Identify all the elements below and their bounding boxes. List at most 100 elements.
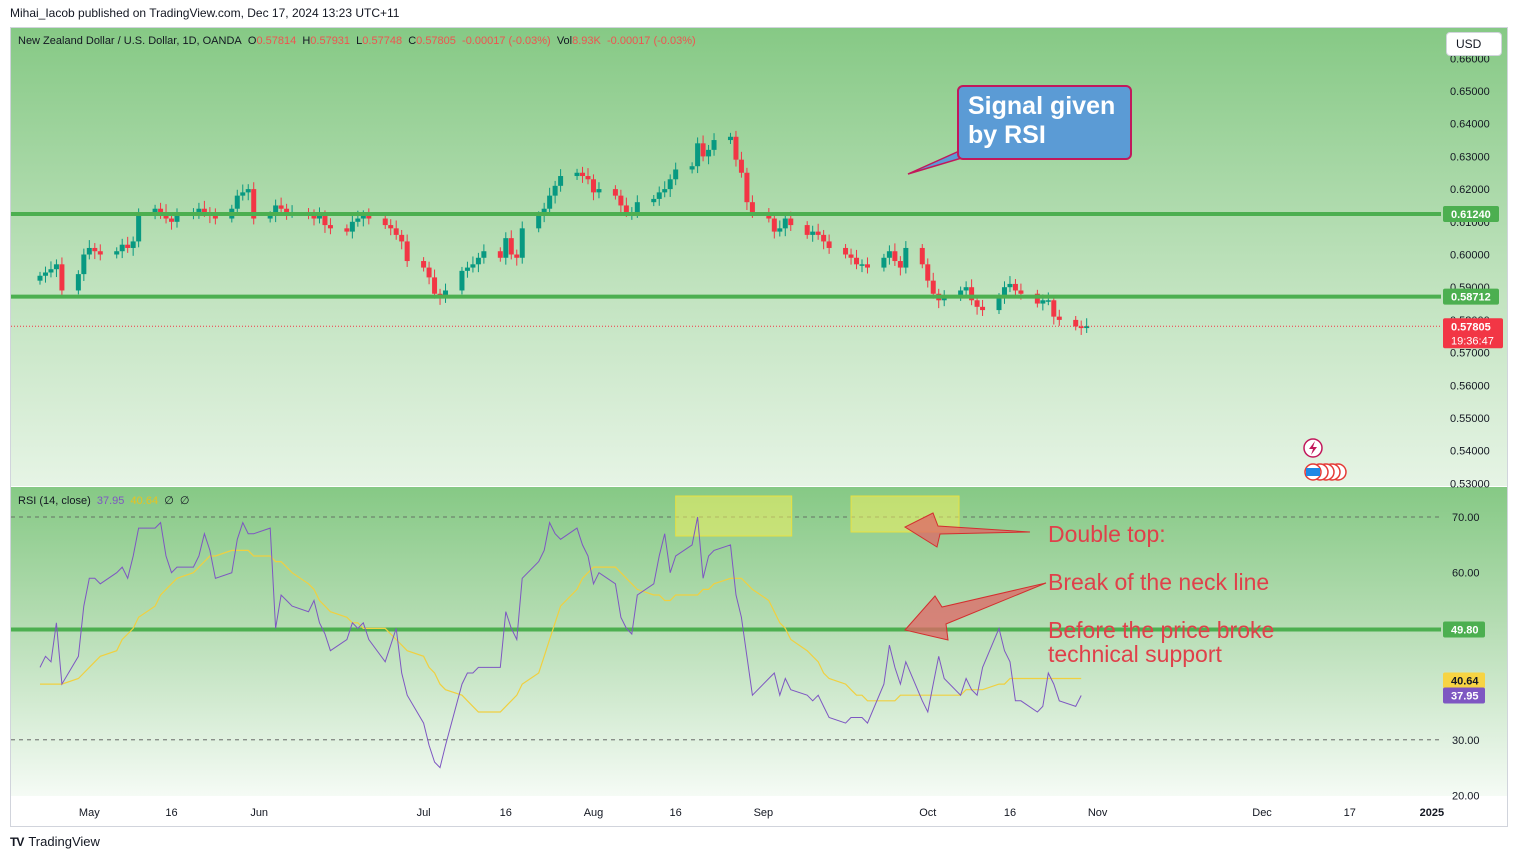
candle-body [1001, 287, 1007, 298]
candle-body [980, 306, 986, 311]
candle-body [158, 208, 164, 212]
rsi-tick-label: 70.00 [1452, 512, 1480, 524]
candle-body [744, 172, 750, 203]
rsi-ma-line [40, 549, 1082, 713]
candle-body [267, 215, 273, 219]
last-price-tag [1443, 318, 1503, 349]
candle-body [804, 225, 810, 235]
candle-body [777, 228, 783, 232]
time-tick-label: Dec [1252, 807, 1272, 819]
candle-body [75, 274, 81, 291]
candle-body [958, 290, 964, 298]
price-tick-label: 0.55000 [1450, 413, 1490, 425]
rsi-ma-value: 40.64 [130, 495, 159, 507]
candle-body [854, 257, 860, 265]
time-tick-label: 16 [500, 807, 512, 819]
price-tick-label: 0.54000 [1450, 446, 1490, 458]
price-tick-label: 0.65000 [1450, 86, 1490, 98]
candle-body [240, 192, 246, 196]
candle-body [892, 251, 898, 262]
price-axis-top-background [1441, 28, 1507, 486]
candle-body [459, 270, 465, 291]
last-price-label: 0.57805 [1451, 321, 1491, 333]
candle-body [919, 247, 925, 265]
candle-body [1078, 326, 1084, 329]
level-price-label: 0.58712 [1451, 292, 1491, 304]
rsi-extra-2: ∅ [179, 495, 190, 507]
currency-button[interactable]: USD [1446, 32, 1502, 56]
candle-body [1045, 300, 1051, 302]
candle-body [634, 202, 640, 212]
candle-body [859, 264, 865, 266]
open-value: 0.57814 [256, 35, 297, 47]
rsi-ma-tag-label: 40.64 [1451, 676, 1479, 688]
price-tick-label: 0.57000 [1450, 348, 1490, 360]
price-tick-label: 0.66000 [1450, 53, 1490, 65]
candle-body [119, 244, 125, 252]
time-tick-label: 17 [1344, 807, 1356, 819]
close-label: C [408, 35, 417, 47]
rsi-tick-label: 60.00 [1452, 568, 1480, 580]
candle-body [558, 176, 564, 186]
candle-body [1056, 316, 1062, 320]
candle-body [421, 261, 427, 268]
candle-body [284, 208, 290, 212]
time-tick-label: 16 [1004, 807, 1016, 819]
level-price-tag [1443, 288, 1499, 305]
symbol-name: New Zealand Dollar / U.S. Dollar, 1D, OA… [18, 35, 242, 47]
candle-body [273, 205, 279, 216]
candle-body [706, 149, 712, 157]
candle-body [886, 251, 892, 258]
time-tick-label: Sep [754, 807, 774, 819]
time-tick-label: Aug [584, 807, 604, 819]
candle-body [37, 275, 43, 281]
support-note-line-2: technical support [1048, 641, 1222, 667]
candle-body [1007, 283, 1013, 288]
price-tick-label: 0.63000 [1450, 151, 1490, 163]
candle-body [651, 198, 657, 203]
candle-body [547, 195, 553, 209]
candle-body [360, 215, 366, 219]
volume-label: Vol [556, 35, 573, 47]
time-tick-label: Jul [417, 807, 431, 819]
rsi-legend: RSI (14, close) 37.95 40.64 ∅ ∅ [18, 494, 190, 507]
candle-body [733, 136, 739, 160]
tradingview-brand[interactable]: TV TradingView [10, 834, 100, 849]
candle-body [864, 264, 870, 268]
price-pane-background [11, 28, 1441, 486]
candle-body [656, 192, 662, 199]
candle-body [580, 172, 586, 177]
candle-body [481, 251, 487, 258]
candle-body [749, 202, 755, 212]
candle-body [612, 189, 618, 196]
candle-body [464, 267, 470, 271]
candle-body [843, 247, 849, 255]
candle-body [815, 231, 821, 235]
candle-body [316, 215, 322, 219]
candle-body [596, 189, 602, 193]
candle-body [574, 172, 580, 177]
callout-line-2: by RSI [968, 121, 1046, 149]
time-tick-label: 16 [670, 807, 682, 819]
close-value: 0.57805 [416, 35, 456, 47]
candle-body [1034, 293, 1040, 304]
price-tick-label: 0.53000 [1450, 478, 1490, 490]
time-tick-label: Nov [1088, 807, 1108, 819]
candle-body [130, 241, 136, 248]
candle-body [97, 251, 103, 255]
candle-body [536, 215, 542, 229]
rsi-pane-background [11, 487, 1441, 796]
low-label: L [356, 35, 363, 47]
candle-body [925, 264, 931, 281]
candle-body [519, 228, 525, 258]
change-value: -0.00017 (-0.03%) [462, 35, 551, 47]
time-tick-label: May [79, 807, 100, 819]
candle-body [514, 254, 520, 258]
price-tick-label: 0.64000 [1450, 119, 1490, 131]
candle-body [821, 234, 827, 242]
candle-body [92, 247, 98, 252]
candle-body [174, 215, 180, 222]
high-label: H [302, 35, 311, 47]
candle-body [86, 247, 92, 255]
